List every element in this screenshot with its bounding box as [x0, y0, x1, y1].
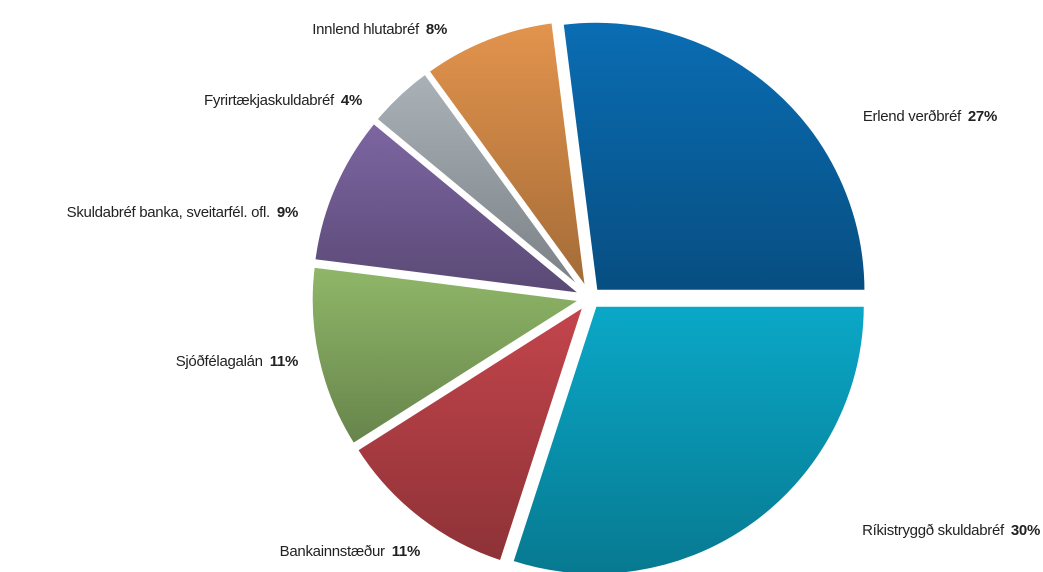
- category-name: Ríkistryggð skuldabréf: [862, 522, 1005, 539]
- pie-slice: [312, 120, 587, 297]
- slice-label: Erlend verðbréf 27%: [863, 108, 997, 125]
- slice-label: Sjóðfélagalán 11%: [176, 353, 298, 370]
- pie-slice: [309, 264, 586, 447]
- category-name: Skuldabréf banka, sveitarfél. ofl.: [67, 204, 270, 221]
- value-label: 30%: [1011, 522, 1040, 539]
- slice-label: Bankainnstæður 11%: [280, 543, 420, 560]
- slice-label: Innlend hlutabréf 8%: [312, 21, 447, 38]
- slice-label: Fyrirtækjaskuldabréf 4%: [204, 92, 362, 109]
- category-name: Fyrirtækjaskuldabréf: [204, 92, 335, 109]
- category-name: Erlend verðbréf: [863, 108, 962, 125]
- pie-slice: [354, 301, 588, 564]
- value-label: 27%: [968, 108, 997, 125]
- pie-slice: [509, 303, 867, 572]
- pie-slice: [425, 20, 589, 291]
- value-label: 4%: [341, 92, 362, 109]
- category-name: Sjóðfélagalán: [176, 353, 263, 370]
- category-name: Innlend hlutabréf: [312, 21, 420, 38]
- value-label: 11%: [392, 543, 420, 560]
- value-label: 9%: [277, 204, 298, 221]
- pie-slice: [560, 19, 868, 293]
- category-name: Bankainnstæður: [280, 543, 385, 560]
- value-label: 11%: [270, 353, 298, 370]
- slice-label: Ríkistryggð skuldabréf 30%: [862, 522, 1040, 539]
- pie-slice: [373, 70, 586, 293]
- slice-label: Skuldabréf banka, sveitarfél. ofl. 9%: [67, 204, 298, 221]
- value-label: 8%: [426, 21, 447, 38]
